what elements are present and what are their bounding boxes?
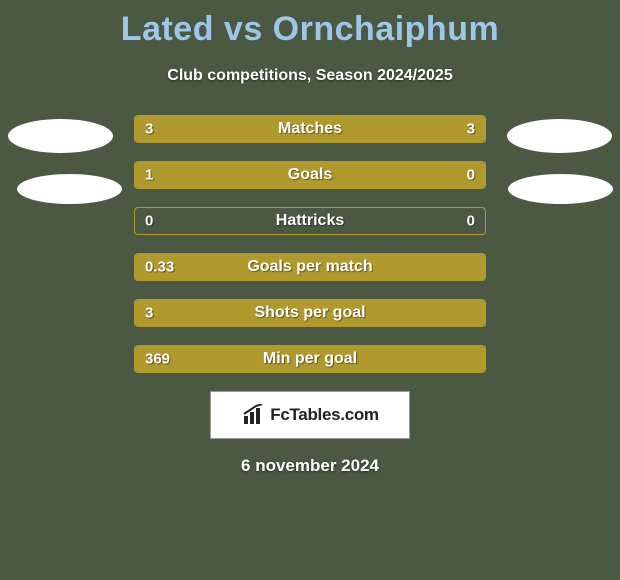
stat-row-goals-per-match: 0.33 Goals per match: [134, 253, 486, 281]
stat-value-left: 0: [145, 213, 153, 230]
player-left-placeholder-2: [17, 174, 122, 204]
stat-value-right: 3: [467, 121, 475, 138]
brand-box: FcTables.com: [210, 391, 410, 439]
stat-row-min-per-goal: 369 Min per goal: [134, 345, 486, 373]
bar-left: [135, 162, 398, 188]
stats-block: 3 Matches 3 1 Goals 0 0 Hattricks 0 0.33…: [134, 115, 486, 373]
date-text: 6 november 2024: [0, 456, 620, 476]
stat-row-matches: 3 Matches 3: [134, 115, 486, 143]
stat-label: Shots per goal: [254, 304, 365, 322]
stat-value-left: 0.33: [145, 259, 174, 276]
stat-row-hattricks: 0 Hattricks 0: [134, 207, 486, 235]
page-title: Lated vs Ornchaiphum: [0, 0, 620, 49]
stat-value-left: 369: [145, 351, 170, 368]
stat-value-left: 3: [145, 305, 153, 322]
subtitle: Club competitions, Season 2024/2025: [0, 67, 620, 85]
stat-label: Matches: [278, 120, 342, 138]
stat-label: Goals per match: [247, 258, 372, 276]
player-right-placeholder-1: [507, 119, 612, 153]
stat-label: Goals: [288, 166, 332, 184]
brand-inner: FcTables.com: [241, 404, 379, 426]
stat-label: Min per goal: [263, 350, 357, 368]
chart-icon: [241, 404, 269, 426]
stat-row-shots-per-goal: 3 Shots per goal: [134, 299, 486, 327]
stat-value-right: 0: [467, 213, 475, 230]
stat-row-goals: 1 Goals 0: [134, 161, 486, 189]
stat-label: Hattricks: [276, 212, 344, 230]
player-right-placeholder-2: [508, 174, 613, 204]
stat-value-left: 3: [145, 121, 153, 138]
player-left-placeholder-1: [8, 119, 113, 153]
brand-text: FcTables.com: [270, 405, 379, 425]
stat-value-right: 0: [467, 167, 475, 184]
comparison-infographic: Lated vs Ornchaiphum Club competitions, …: [0, 0, 620, 580]
stat-value-left: 1: [145, 167, 153, 184]
